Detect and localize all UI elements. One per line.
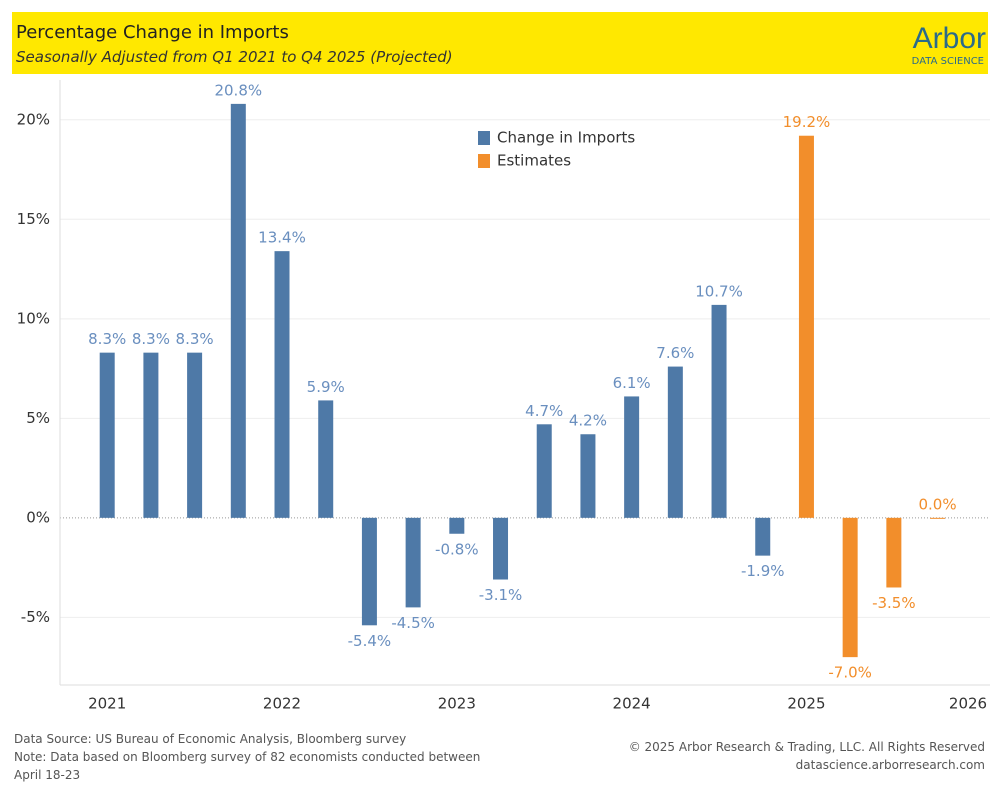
note: Note: Data based on Bloomberg survey of … — [14, 750, 481, 782]
bar — [755, 517, 771, 556]
bar — [143, 352, 159, 518]
value-label: 19.2% — [783, 113, 831, 131]
bar — [842, 517, 858, 658]
value-label: 0.0% — [919, 495, 957, 513]
bar — [930, 517, 946, 519]
value-label: 13.4% — [258, 229, 306, 247]
x-tick-label: 2025 — [787, 695, 825, 713]
value-label: 6.1% — [613, 374, 651, 392]
value-label: -5.4% — [348, 632, 392, 650]
copyright: © 2025 Arbor Research & Trading, LLC. Al… — [628, 740, 985, 754]
value-label: 5.9% — [307, 378, 345, 396]
value-label: 7.6% — [656, 344, 694, 362]
value-label: 8.3% — [132, 330, 170, 348]
value-label: -3.5% — [872, 594, 916, 612]
bar — [493, 517, 509, 580]
title: Percentage Change in Imports — [16, 22, 289, 43]
legend-label: Change in Imports — [497, 129, 635, 147]
subtitle: Seasonally Adjusted from Q1 2021 to Q4 2… — [16, 48, 453, 66]
logo-subtitle: DATA SCIENCE — [911, 56, 984, 67]
header: Percentage Change in Imports Seasonally … — [12, 12, 988, 74]
value-label: -4.5% — [391, 614, 435, 632]
logo: Arbor — [912, 22, 986, 55]
website: datascience.arborresearch.com — [795, 758, 985, 772]
bar — [318, 400, 334, 518]
bar — [405, 517, 421, 608]
bar — [361, 517, 377, 626]
value-label: 20.8% — [214, 81, 262, 99]
bar — [667, 366, 683, 518]
bar — [536, 424, 552, 518]
bar — [886, 517, 902, 588]
bar — [187, 352, 203, 518]
bar — [449, 517, 465, 534]
x-tick-label: 2021 — [88, 695, 126, 713]
value-label: -3.1% — [479, 586, 523, 604]
y-tick-label: -5% — [21, 608, 50, 626]
bar — [99, 352, 115, 518]
value-label: 8.3% — [88, 330, 126, 348]
legend-swatch — [478, 154, 490, 168]
bar — [624, 396, 640, 518]
source: Data Source: US Bureau of Economic Analy… — [14, 732, 407, 746]
value-label: -1.9% — [741, 562, 785, 580]
bar — [230, 103, 246, 518]
bar — [580, 434, 596, 518]
value-label: 4.2% — [569, 412, 607, 430]
bar — [274, 251, 290, 518]
x-tick-label: 2023 — [438, 695, 476, 713]
y-tick-label: 10% — [17, 309, 50, 327]
y-tick-label: 20% — [17, 110, 50, 128]
legend-swatch — [478, 131, 490, 145]
value-label: -7.0% — [828, 664, 872, 682]
value-label: 8.3% — [176, 330, 214, 348]
x-tick-label: 2022 — [263, 695, 301, 713]
legend-label: Estimates — [497, 152, 571, 170]
value-label: 10.7% — [695, 282, 743, 300]
x-tick-label: 2024 — [613, 695, 651, 713]
value-label: -0.8% — [435, 540, 479, 558]
y-tick-label: 0% — [26, 508, 50, 526]
x-tick-label: 2026 — [949, 695, 987, 713]
bar — [798, 135, 814, 518]
value-label: 4.7% — [525, 402, 563, 420]
y-tick-label: 15% — [17, 210, 50, 228]
bar — [711, 304, 727, 518]
y-tick-label: 5% — [26, 409, 50, 427]
